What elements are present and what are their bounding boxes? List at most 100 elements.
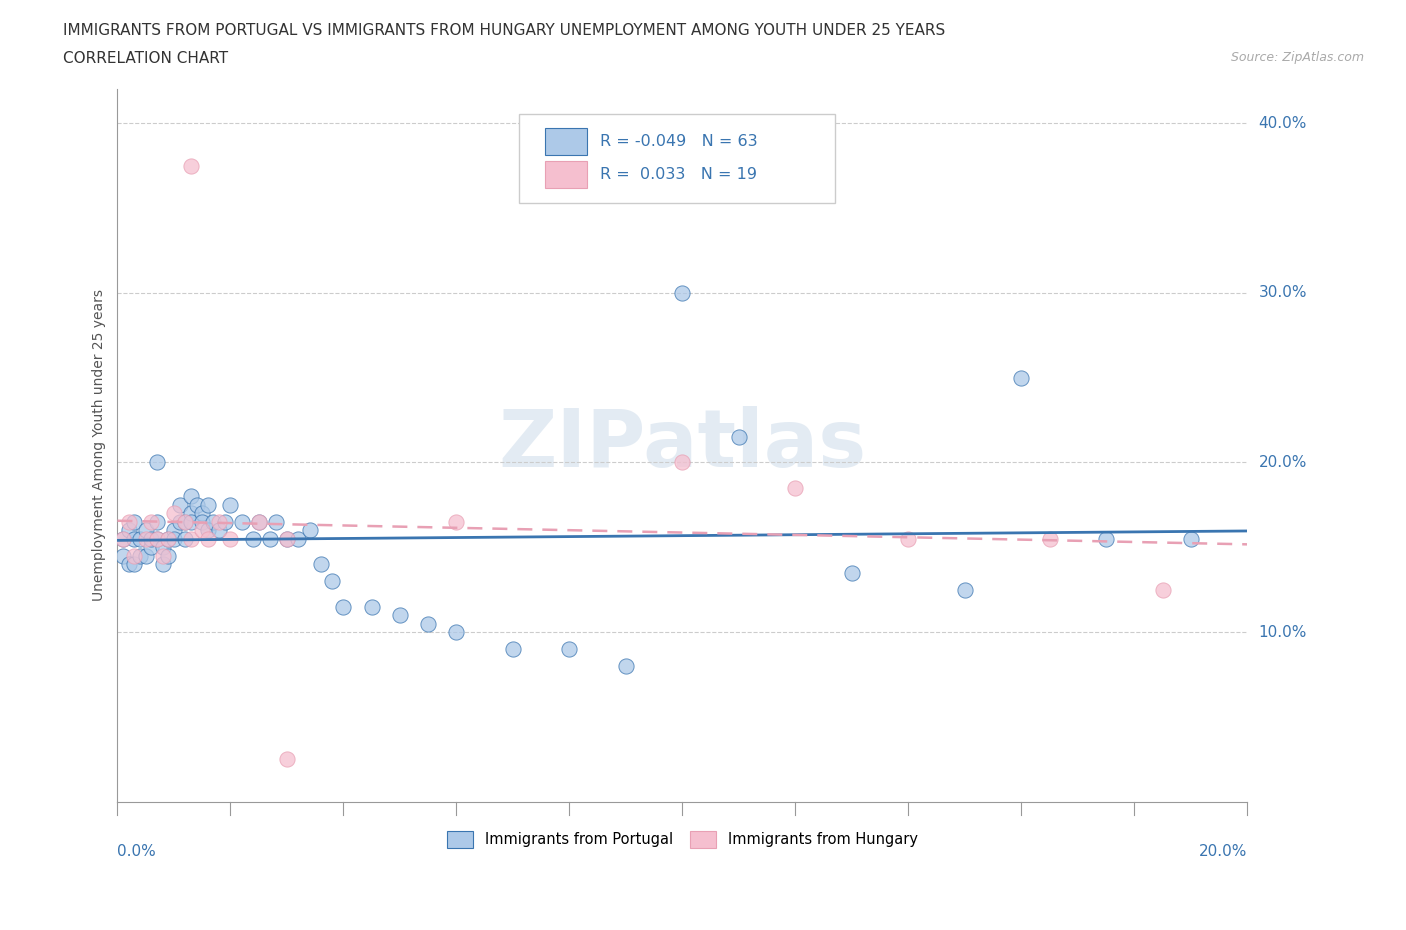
Point bbox=[129, 531, 152, 546]
Point bbox=[1095, 531, 1118, 546]
Point bbox=[163, 523, 186, 538]
Text: ZIPatlas: ZIPatlas bbox=[498, 406, 866, 485]
Legend: Immigrants from Portugal, Immigrants from Hungary: Immigrants from Portugal, Immigrants fro… bbox=[439, 823, 925, 855]
Text: CORRELATION CHART: CORRELATION CHART bbox=[63, 51, 228, 66]
Point bbox=[112, 549, 135, 564]
Point bbox=[169, 514, 191, 529]
Point bbox=[785, 481, 807, 496]
Point bbox=[180, 158, 202, 173]
Point bbox=[671, 455, 693, 470]
Y-axis label: Unemployment Among Youth under 25 years: Unemployment Among Youth under 25 years bbox=[93, 289, 107, 602]
Point bbox=[124, 531, 146, 546]
Point bbox=[118, 514, 141, 529]
Point bbox=[124, 549, 146, 564]
Point bbox=[558, 642, 581, 657]
Point bbox=[191, 523, 214, 538]
Point bbox=[671, 286, 693, 300]
Text: R = -0.049   N = 63: R = -0.049 N = 63 bbox=[600, 134, 758, 149]
Point bbox=[1010, 370, 1032, 385]
Text: 20.0%: 20.0% bbox=[1199, 844, 1247, 859]
Point bbox=[146, 531, 169, 546]
Point bbox=[247, 514, 270, 529]
Point bbox=[163, 506, 186, 521]
Text: R =  0.033   N = 19: R = 0.033 N = 19 bbox=[600, 167, 756, 182]
Text: 30.0%: 30.0% bbox=[1258, 286, 1308, 300]
Point bbox=[118, 523, 141, 538]
Point bbox=[502, 642, 524, 657]
Point bbox=[214, 514, 236, 529]
Point bbox=[174, 531, 197, 546]
Point bbox=[135, 531, 157, 546]
Point bbox=[124, 557, 146, 572]
Point bbox=[1180, 531, 1202, 546]
Point bbox=[180, 506, 202, 521]
Point bbox=[287, 531, 309, 546]
Text: 40.0%: 40.0% bbox=[1258, 116, 1308, 131]
Point bbox=[219, 498, 242, 512]
Point bbox=[146, 514, 169, 529]
Point bbox=[186, 498, 208, 512]
Point bbox=[309, 557, 332, 572]
Point bbox=[231, 514, 253, 529]
Point bbox=[446, 625, 468, 640]
FancyBboxPatch shape bbox=[519, 114, 835, 204]
Point bbox=[112, 531, 135, 546]
Point bbox=[298, 523, 321, 538]
Text: 0.0%: 0.0% bbox=[118, 844, 156, 859]
Point bbox=[112, 531, 135, 546]
Point bbox=[247, 514, 270, 529]
Point bbox=[141, 539, 163, 554]
Text: 20.0%: 20.0% bbox=[1258, 455, 1308, 470]
Point bbox=[197, 531, 219, 546]
Point bbox=[242, 531, 264, 546]
Point bbox=[197, 523, 219, 538]
Point bbox=[332, 599, 354, 614]
Point bbox=[276, 531, 298, 546]
Point bbox=[1038, 531, 1060, 546]
Point bbox=[388, 607, 411, 622]
Point bbox=[157, 549, 180, 564]
Point bbox=[191, 514, 214, 529]
Point bbox=[163, 531, 186, 546]
Point bbox=[157, 531, 180, 546]
Point bbox=[118, 557, 141, 572]
Point bbox=[152, 549, 174, 564]
Point bbox=[124, 514, 146, 529]
Point bbox=[146, 455, 169, 470]
Point bbox=[146, 531, 169, 546]
Point bbox=[727, 430, 749, 445]
Point bbox=[276, 751, 298, 766]
Point bbox=[135, 549, 157, 564]
Point bbox=[191, 506, 214, 521]
Point bbox=[264, 514, 287, 529]
Point bbox=[141, 514, 163, 529]
Point bbox=[152, 539, 174, 554]
Point bbox=[208, 523, 231, 538]
Point bbox=[141, 531, 163, 546]
Point bbox=[157, 531, 180, 546]
Point bbox=[129, 549, 152, 564]
Point bbox=[360, 599, 382, 614]
Bar bbox=[544, 161, 588, 189]
Point bbox=[180, 489, 202, 504]
Point bbox=[446, 514, 468, 529]
Text: Source: ZipAtlas.com: Source: ZipAtlas.com bbox=[1230, 51, 1364, 64]
Point bbox=[953, 582, 976, 597]
Point bbox=[152, 557, 174, 572]
Point bbox=[1152, 582, 1174, 597]
Point bbox=[180, 514, 202, 529]
Point bbox=[418, 616, 440, 631]
Point bbox=[219, 531, 242, 546]
Point bbox=[259, 531, 281, 546]
Point bbox=[174, 514, 197, 529]
Point bbox=[276, 531, 298, 546]
Point bbox=[169, 498, 191, 512]
Point bbox=[897, 531, 920, 546]
Point bbox=[180, 531, 202, 546]
Point bbox=[197, 498, 219, 512]
Bar bbox=[544, 127, 588, 155]
Text: IMMIGRANTS FROM PORTUGAL VS IMMIGRANTS FROM HUNGARY UNEMPLOYMENT AMONG YOUTH UND: IMMIGRANTS FROM PORTUGAL VS IMMIGRANTS F… bbox=[63, 23, 945, 38]
Point bbox=[208, 514, 231, 529]
Point bbox=[174, 514, 197, 529]
Point bbox=[321, 574, 343, 589]
